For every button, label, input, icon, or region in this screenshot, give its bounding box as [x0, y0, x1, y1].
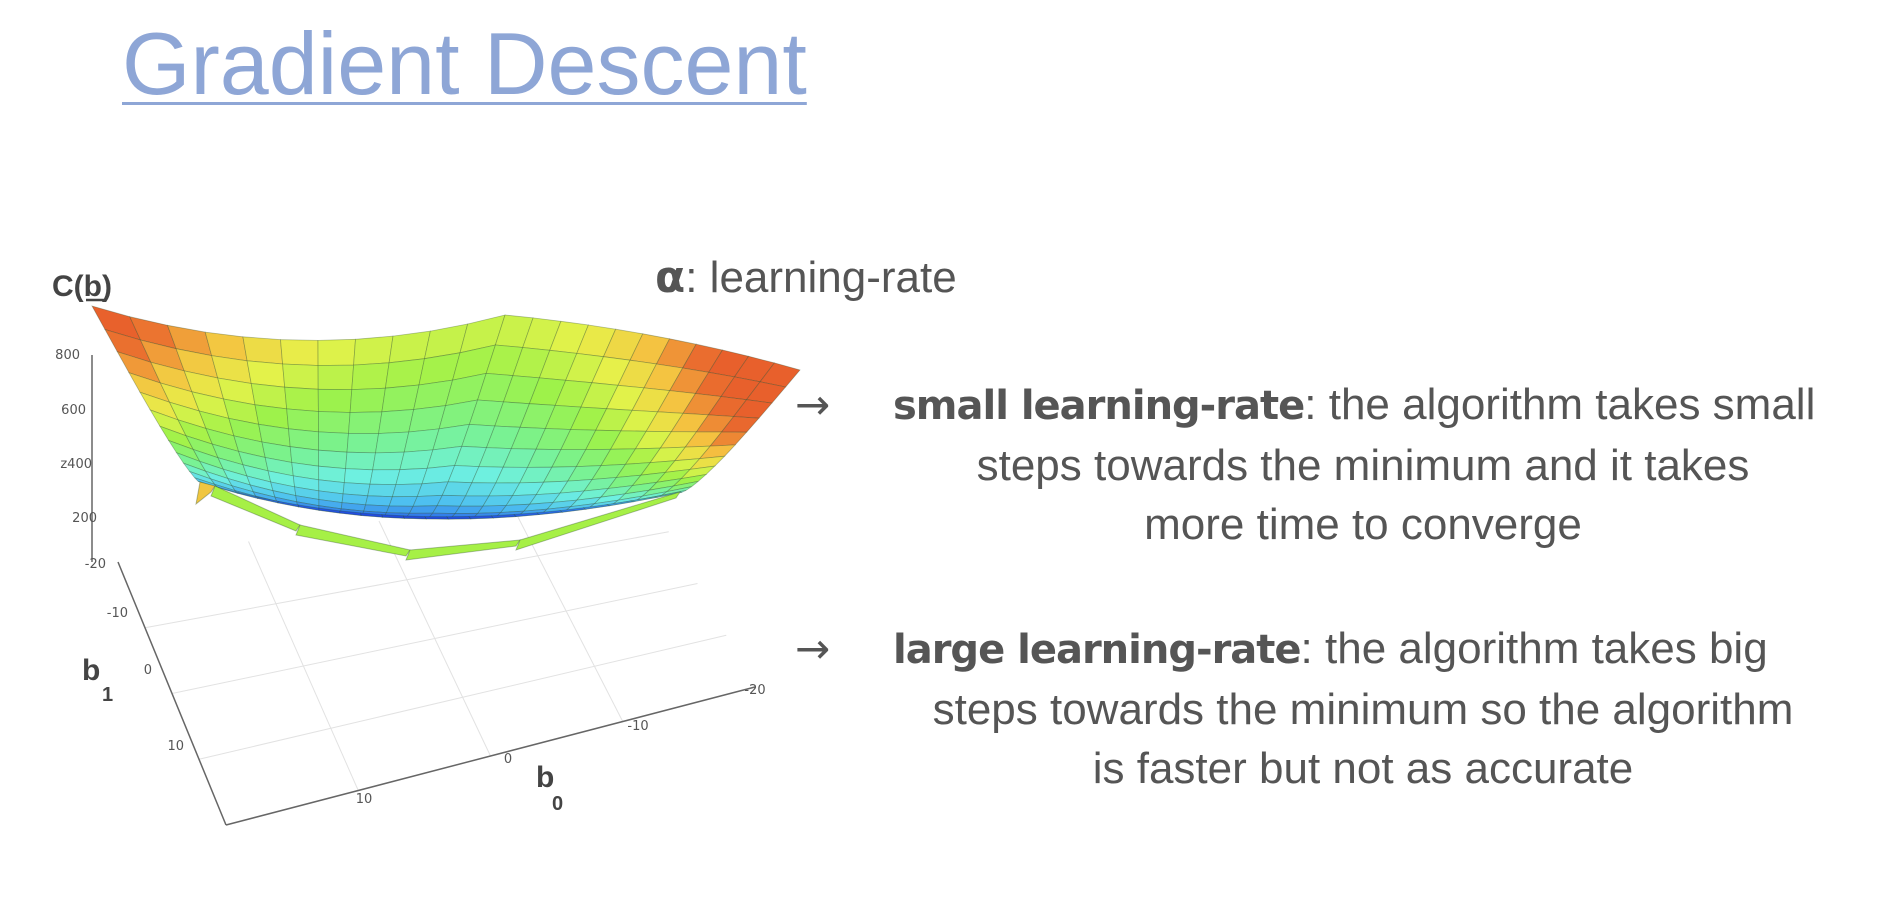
alpha-definition: α: learning-rate [655, 252, 957, 303]
y-axis-label: b [82, 654, 100, 687]
surface-cell [284, 386, 319, 412]
y-tick-label: -20 [85, 557, 106, 572]
surface-cell [381, 384, 420, 413]
bullet-term: large learning-rate [893, 627, 1302, 673]
y-tick-label: 0 [144, 663, 152, 678]
surface-cell [317, 338, 356, 366]
cost-surface [91, 305, 801, 561]
surface-cell [367, 483, 397, 498]
surface-front-cell [195, 481, 216, 506]
right-arrow-icon: → [795, 380, 831, 429]
surface-cell [317, 364, 355, 391]
cost-surface-plot: 800 600 z400 200 -20 -10 0 10 10 0 -10 -… [0, 250, 830, 850]
surface-front-cell [295, 524, 411, 557]
z-tick-label: 200 [72, 511, 97, 526]
surface-cell [318, 431, 349, 453]
bullet-rest: : the algorithm takes big [1300, 624, 1768, 673]
y-tick-label: -10 [107, 606, 128, 621]
surface-cell [375, 431, 410, 454]
surface-cell [345, 451, 376, 471]
x-axis-title: b 0 [536, 761, 563, 815]
bullet-continuation: steps towards the minimum and it takes m… [841, 436, 1885, 554]
y-axis-subscript: 1 [102, 684, 113, 706]
y-axis-line [117, 561, 227, 826]
surface-cell [468, 515, 494, 520]
surface-cell [369, 469, 401, 486]
surface-cell [424, 516, 450, 520]
alpha-text: : learning-rate [685, 253, 957, 302]
y-tick-labels: -20 -10 0 10 [85, 557, 184, 754]
floor-grid-line [509, 500, 624, 722]
bullet-rest: : the algorithm takes small [1304, 380, 1816, 429]
x-axis-label: b [536, 761, 554, 794]
surface-cell [282, 363, 319, 390]
surface-cell [388, 496, 418, 507]
plot-axes [91, 355, 756, 826]
y-tick-label: 10 [167, 739, 184, 754]
surface-cell [246, 360, 286, 388]
floor-grid [144, 500, 727, 791]
x-tick-label: -20 [744, 683, 765, 698]
surface-cell [378, 409, 415, 434]
bullet-first-line: small learning-rate: the algorithm takes… [893, 374, 1815, 437]
bullet-first-line: large learning-rate: the algorithm takes… [893, 618, 1768, 681]
surface-front-cell [515, 491, 682, 551]
surface-front-cell [210, 485, 301, 532]
z-axis-label: C(b) [52, 270, 112, 303]
y-axis-title: b 1 [82, 654, 113, 706]
floor-grid-line [198, 634, 727, 760]
surface-cell [280, 339, 319, 366]
bullet-term: small learning-rate [893, 383, 1305, 429]
surface-cell [346, 432, 380, 454]
x-tick-label: 10 [356, 792, 373, 807]
x-axis-line [225, 686, 756, 826]
z-tick-label: z400 [60, 457, 92, 472]
z-axis-title: C(b) [52, 270, 112, 303]
surface-cell [353, 335, 394, 366]
surface-cell [317, 411, 351, 434]
bullet-continuation: steps towards the minimum so the algorit… [841, 680, 1885, 798]
bullet-line: is faster but not as accurate [1092, 744, 1634, 793]
surface-cell [348, 411, 383, 434]
x-axis-subscript: 0 [552, 793, 563, 815]
surface-cell [317, 388, 353, 413]
surface-3d-svg: 800 600 z400 200 -20 -10 0 10 10 0 -10 -… [52, 270, 801, 826]
z-tick-label: 800 [55, 348, 80, 363]
z-tick-labels: 800 600 z400 200 [55, 348, 97, 526]
x-tick-label: 0 [504, 752, 512, 767]
right-arrow-icon: → [795, 624, 831, 673]
bullet-line: steps towards the minimum and it takes [976, 441, 1750, 490]
surface-cell [286, 408, 319, 433]
surface-cell [349, 387, 386, 413]
surface-cell [242, 336, 284, 365]
surface-cell [385, 505, 414, 514]
surface-cell [365, 495, 393, 507]
surface-front-cell [405, 539, 521, 561]
surface-cell [384, 358, 426, 389]
bullet-line: more time to converge [1144, 500, 1582, 549]
surface-cell [388, 330, 431, 364]
surface-cell [318, 449, 348, 470]
surface-cell [343, 468, 374, 485]
z-tick-label: 600 [61, 403, 86, 418]
surface-cell [372, 451, 405, 471]
surface-cell [351, 362, 390, 391]
floor-grid-line [378, 520, 491, 757]
surface-cell [446, 515, 472, 520]
x-tick-label: -10 [627, 719, 648, 734]
alpha-symbol: α [655, 252, 686, 303]
bullet-line: steps towards the minimum so the algorit… [932, 685, 1794, 734]
x-tick-labels: 10 0 -10 -20 [356, 683, 766, 807]
slide-title: Gradient Descent [122, 14, 807, 113]
surface-cell [402, 515, 427, 520]
